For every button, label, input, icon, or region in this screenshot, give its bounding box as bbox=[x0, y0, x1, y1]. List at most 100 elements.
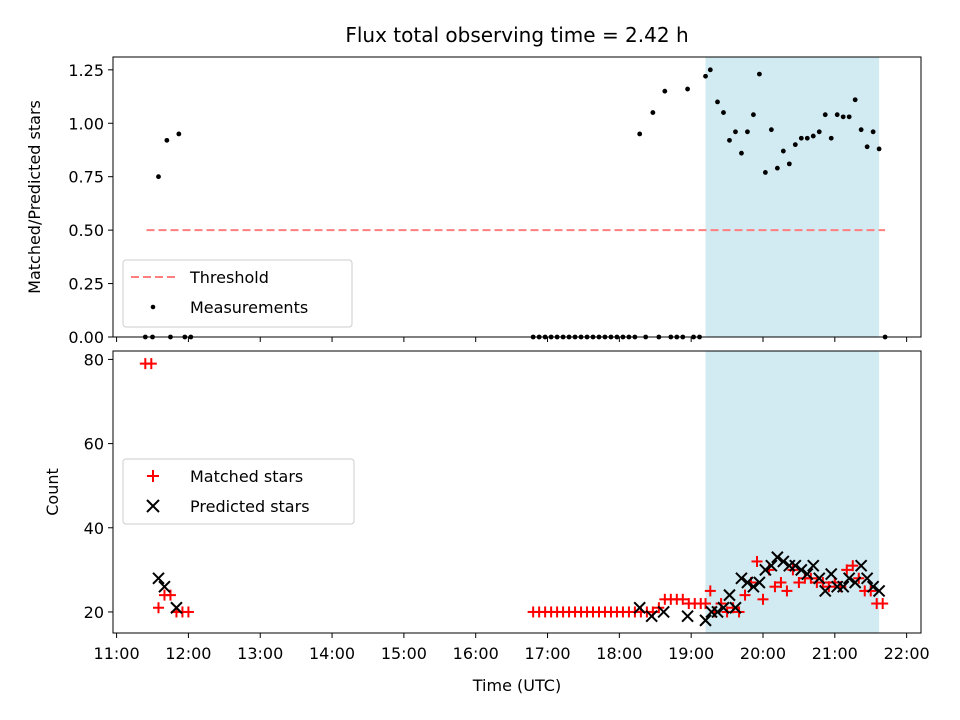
predicted-star-point bbox=[807, 559, 820, 572]
predicted-star-point bbox=[866, 580, 880, 593]
predicted-star-point bbox=[699, 614, 712, 627]
matched-star-point bbox=[775, 576, 787, 588]
chart-title: Flux total observing time = 2.42 h bbox=[345, 23, 688, 47]
measurement-point bbox=[846, 114, 852, 120]
matched-star-point bbox=[757, 593, 769, 605]
measurement-point bbox=[870, 129, 876, 135]
top-legend: Threshold Measurements bbox=[122, 259, 353, 328]
predicted-star-point bbox=[872, 584, 886, 598]
predicted-star-point bbox=[170, 601, 183, 614]
top-y-tick-label: 0.25 bbox=[68, 275, 104, 294]
x-tick-label: 20:00 bbox=[740, 644, 786, 663]
measurement-point bbox=[757, 71, 762, 77]
x-tick-label: 18:00 bbox=[596, 644, 642, 663]
x-tick-label: 21:00 bbox=[812, 644, 858, 663]
matched-star-point bbox=[865, 585, 877, 597]
measurement-point bbox=[840, 114, 846, 120]
bottom-panel-frame bbox=[112, 350, 922, 634]
predicted-star-point bbox=[789, 559, 802, 572]
matched-star-point bbox=[769, 581, 781, 593]
x-tick-label: 15:00 bbox=[381, 644, 427, 663]
top-y-tick-label: 1.25 bbox=[68, 61, 104, 80]
predicted-star-point bbox=[759, 563, 772, 577]
measurement-point bbox=[774, 165, 780, 171]
top-y-tick-label: 1.00 bbox=[68, 114, 104, 133]
measurement-point bbox=[164, 137, 170, 143]
predicted-star-point bbox=[795, 563, 808, 577]
bottom-observing-window bbox=[705, 351, 880, 633]
matched-star-point bbox=[152, 602, 164, 614]
matched-star-point bbox=[751, 555, 763, 567]
predicted-star-point bbox=[633, 601, 646, 614]
measurement-point bbox=[637, 131, 643, 137]
matched-star-point bbox=[704, 585, 716, 597]
matched-star-point bbox=[164, 589, 176, 601]
bottom-y-tick-label: 60 bbox=[84, 435, 104, 454]
measurement-point bbox=[834, 112, 840, 118]
measurement-point bbox=[876, 146, 882, 152]
top-y-tick-label: 0.50 bbox=[68, 221, 104, 240]
predicted-star-point bbox=[848, 576, 862, 589]
bottom-y-axis-label: Count bbox=[43, 468, 62, 516]
measurement-point bbox=[792, 142, 798, 148]
predicted-star-point bbox=[735, 572, 748, 585]
predicted-star-point bbox=[777, 555, 790, 568]
top-y-tick-label: 0.00 bbox=[68, 328, 104, 347]
measurement-point bbox=[739, 150, 744, 156]
measurement-point bbox=[822, 112, 828, 118]
x-tick-label: 12:00 bbox=[165, 644, 211, 663]
bottom-legend-box bbox=[122, 458, 355, 525]
measurement-point bbox=[816, 129, 822, 135]
top-y-axis-label: Matched/Predicted stars bbox=[25, 100, 44, 294]
predicted-star-point bbox=[854, 559, 868, 572]
measurement-point bbox=[733, 129, 738, 135]
matched-star-point bbox=[145, 358, 157, 370]
x-tick-label: 11:00 bbox=[94, 644, 140, 663]
legend-matched-swatch bbox=[147, 470, 159, 482]
measurement-point bbox=[864, 144, 870, 150]
predicted-star-point bbox=[741, 576, 754, 589]
predicted-star-point bbox=[717, 601, 730, 614]
x-tick-label: 16:00 bbox=[453, 644, 499, 663]
x-tick-label: 19:00 bbox=[668, 644, 714, 663]
predicted-star-point bbox=[645, 609, 658, 623]
matched-star-point bbox=[793, 576, 805, 588]
predicted-star-point bbox=[765, 559, 778, 572]
measurement-point bbox=[156, 174, 161, 180]
predicted-star-point bbox=[860, 572, 874, 585]
measurement-point bbox=[650, 110, 656, 115]
predicted-star-point bbox=[747, 580, 760, 593]
measurement-point bbox=[798, 135, 804, 141]
x-tick-label: 13:00 bbox=[237, 644, 283, 663]
measurement-point bbox=[703, 73, 708, 79]
predicted-star-point bbox=[813, 572, 826, 585]
predicted-star-point bbox=[152, 572, 165, 585]
matched-star-point bbox=[182, 606, 194, 618]
measurement-point bbox=[721, 110, 726, 115]
legend-measurements-label: Measurements bbox=[190, 298, 308, 317]
top-panel: 0.00 0.25 0.50 0.75 1.00 1.25 Matched/Predict… bbox=[25, 56, 922, 347]
bottom-y-tick-label: 80 bbox=[84, 350, 104, 369]
measurement-point bbox=[858, 127, 864, 133]
top-y-tick-label: 0.75 bbox=[68, 168, 104, 187]
predicted-star-point bbox=[836, 580, 850, 593]
matched-star-point bbox=[781, 585, 793, 597]
measurement-point bbox=[828, 135, 834, 141]
predicted-star-point bbox=[819, 584, 832, 598]
predicted-star-point bbox=[681, 609, 694, 623]
predicted-star-point bbox=[657, 605, 670, 619]
x-tick-label: 17:00 bbox=[524, 644, 570, 663]
legend-threshold-label: Threshold bbox=[189, 268, 269, 287]
measurement-point bbox=[804, 135, 810, 141]
bottom-panel: 20 40 60 80 11:00 12:00 13:00 14:00 15:00 16:00 1… bbox=[43, 350, 930, 695]
predicted-star-point bbox=[753, 576, 766, 589]
measurement-point bbox=[727, 137, 732, 143]
top-observing-window bbox=[705, 57, 880, 337]
predicted-star-point bbox=[711, 605, 724, 619]
measurement-point bbox=[707, 67, 713, 73]
measurement-point bbox=[685, 86, 690, 92]
measurement-point bbox=[176, 131, 182, 137]
legend-predicted-label: Predicted stars bbox=[190, 497, 310, 516]
measurement-point bbox=[810, 133, 816, 139]
matched-star-point bbox=[877, 598, 889, 610]
